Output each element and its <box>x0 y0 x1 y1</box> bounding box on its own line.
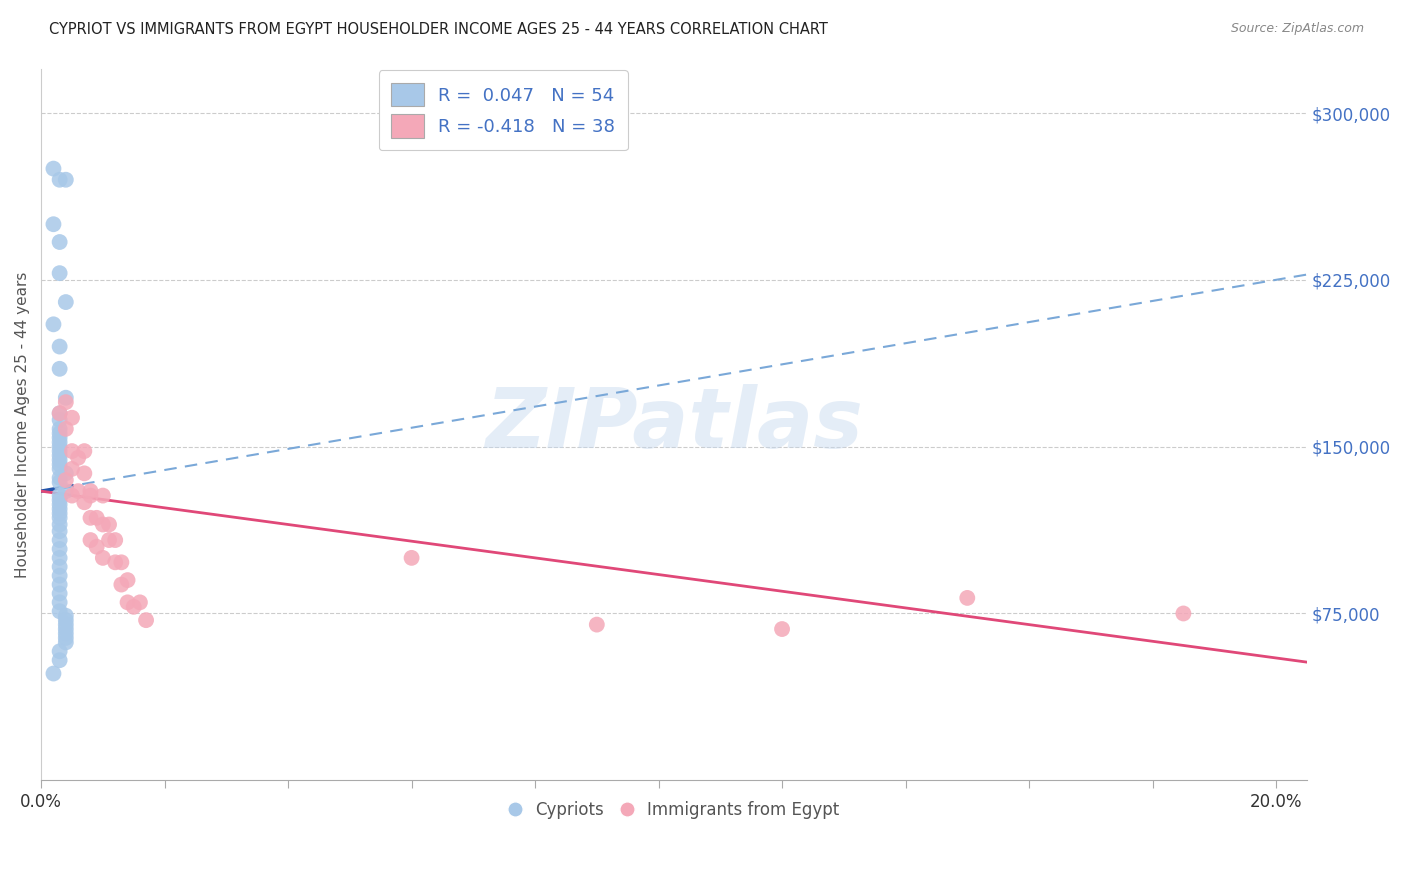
Point <box>48 604 70 618</box>
Text: ZIPatlas: ZIPatlas <box>485 384 863 465</box>
Point <box>55 622 77 636</box>
Point <box>48 644 70 658</box>
Point <box>129 595 152 609</box>
Point <box>67 484 90 499</box>
Point <box>48 507 70 521</box>
Point <box>60 462 83 476</box>
Point <box>79 533 101 547</box>
Point <box>48 524 70 538</box>
Point <box>48 511 70 525</box>
Point <box>48 568 70 582</box>
Point <box>48 435 70 450</box>
Point <box>48 235 70 249</box>
Point <box>73 444 96 458</box>
Point <box>79 489 101 503</box>
Point <box>1173 607 1195 621</box>
Point <box>55 635 77 649</box>
Point <box>117 573 139 587</box>
Point <box>48 559 70 574</box>
Point <box>91 517 114 532</box>
Point <box>48 541 70 556</box>
Point <box>104 555 127 569</box>
Point <box>48 406 70 420</box>
Point <box>55 631 77 645</box>
Legend: Cypriots, Immigrants from Egypt: Cypriots, Immigrants from Egypt <box>502 794 846 825</box>
Point <box>55 613 77 627</box>
Point <box>110 555 132 569</box>
Point <box>48 586 70 600</box>
Point <box>55 395 77 409</box>
Point <box>55 484 77 499</box>
Point <box>48 550 70 565</box>
Point <box>86 511 108 525</box>
Point <box>48 440 70 454</box>
Point <box>956 591 979 605</box>
Point <box>770 622 793 636</box>
Point <box>98 533 121 547</box>
Point <box>48 498 70 512</box>
Point <box>401 550 423 565</box>
Point <box>585 617 607 632</box>
Point <box>110 577 132 591</box>
Point <box>48 653 70 667</box>
Point <box>55 608 77 623</box>
Point <box>42 318 65 332</box>
Point <box>55 617 77 632</box>
Point <box>48 426 70 441</box>
Point <box>48 444 70 458</box>
Point <box>48 475 70 490</box>
Point <box>135 613 157 627</box>
Point <box>122 599 145 614</box>
Point <box>48 471 70 485</box>
Point <box>48 533 70 547</box>
Point <box>67 450 90 465</box>
Point <box>55 172 77 186</box>
Point <box>55 391 77 405</box>
Point <box>48 577 70 591</box>
Point <box>48 493 70 508</box>
Point <box>48 172 70 186</box>
Point <box>48 266 70 280</box>
Point <box>48 517 70 532</box>
Point <box>60 489 83 503</box>
Point <box>91 489 114 503</box>
Point <box>48 595 70 609</box>
Text: Source: ZipAtlas.com: Source: ZipAtlas.com <box>1230 22 1364 36</box>
Point <box>73 467 96 481</box>
Point <box>86 540 108 554</box>
Point <box>60 444 83 458</box>
Y-axis label: Householder Income Ages 25 - 44 years: Householder Income Ages 25 - 44 years <box>15 271 30 578</box>
Text: CYPRIOT VS IMMIGRANTS FROM EGYPT HOUSEHOLDER INCOME AGES 25 - 44 YEARS CORRELATI: CYPRIOT VS IMMIGRANTS FROM EGYPT HOUSEHO… <box>49 22 828 37</box>
Point <box>48 340 70 354</box>
Point <box>104 533 127 547</box>
Point <box>48 431 70 445</box>
Point <box>48 406 70 420</box>
Point <box>48 462 70 476</box>
Point <box>48 502 70 516</box>
Point <box>42 666 65 681</box>
Point <box>79 484 101 499</box>
Point <box>48 361 70 376</box>
Point <box>79 511 101 525</box>
Point <box>48 458 70 472</box>
Point <box>42 161 65 176</box>
Point <box>55 473 77 487</box>
Point <box>98 517 121 532</box>
Point <box>48 489 70 503</box>
Point <box>117 595 139 609</box>
Point <box>55 295 77 310</box>
Point <box>55 422 77 436</box>
Point <box>55 467 77 481</box>
Point <box>60 410 83 425</box>
Point <box>73 495 96 509</box>
Point <box>48 449 70 463</box>
Point <box>48 453 70 467</box>
Point <box>55 626 77 640</box>
Point <box>48 413 70 427</box>
Point <box>42 217 65 231</box>
Point <box>48 422 70 436</box>
Point <box>91 550 114 565</box>
